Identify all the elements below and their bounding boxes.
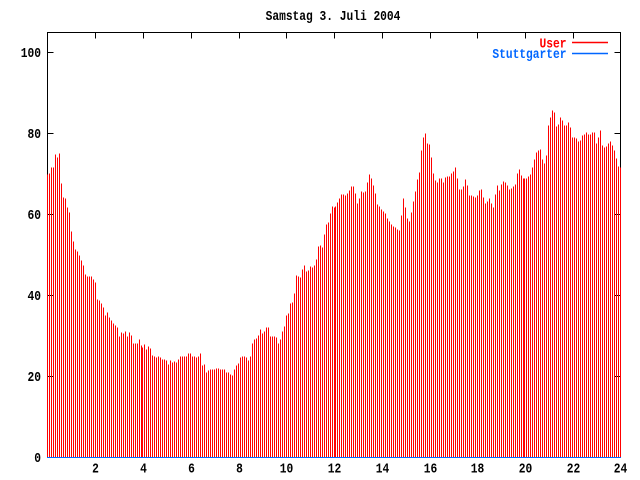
svg-text:22: 22 — [567, 462, 580, 477]
svg-text:24: 24 — [614, 462, 628, 477]
svg-text:8: 8 — [236, 462, 243, 477]
svg-text:Stuttgarter: Stuttgarter — [492, 47, 566, 62]
svg-text:40: 40 — [28, 289, 41, 304]
svg-text:Samstag 3. Juli 2004: Samstag 3. Juli 2004 — [266, 9, 401, 24]
svg-text:4: 4 — [140, 462, 147, 477]
svg-text:80: 80 — [28, 127, 41, 142]
svg-text:12: 12 — [328, 462, 341, 477]
svg-text:18: 18 — [471, 462, 484, 477]
svg-text:100: 100 — [21, 46, 41, 61]
svg-text:20: 20 — [28, 370, 41, 385]
svg-text:0: 0 — [34, 451, 41, 466]
svg-text:14: 14 — [376, 462, 390, 477]
svg-text:20: 20 — [519, 462, 532, 477]
svg-text:User: User — [540, 36, 567, 51]
svg-text:10: 10 — [280, 462, 293, 477]
svg-text:60: 60 — [28, 208, 41, 223]
svg-text:2: 2 — [92, 462, 99, 477]
svg-text:6: 6 — [188, 462, 195, 477]
svg-text:16: 16 — [424, 462, 437, 477]
